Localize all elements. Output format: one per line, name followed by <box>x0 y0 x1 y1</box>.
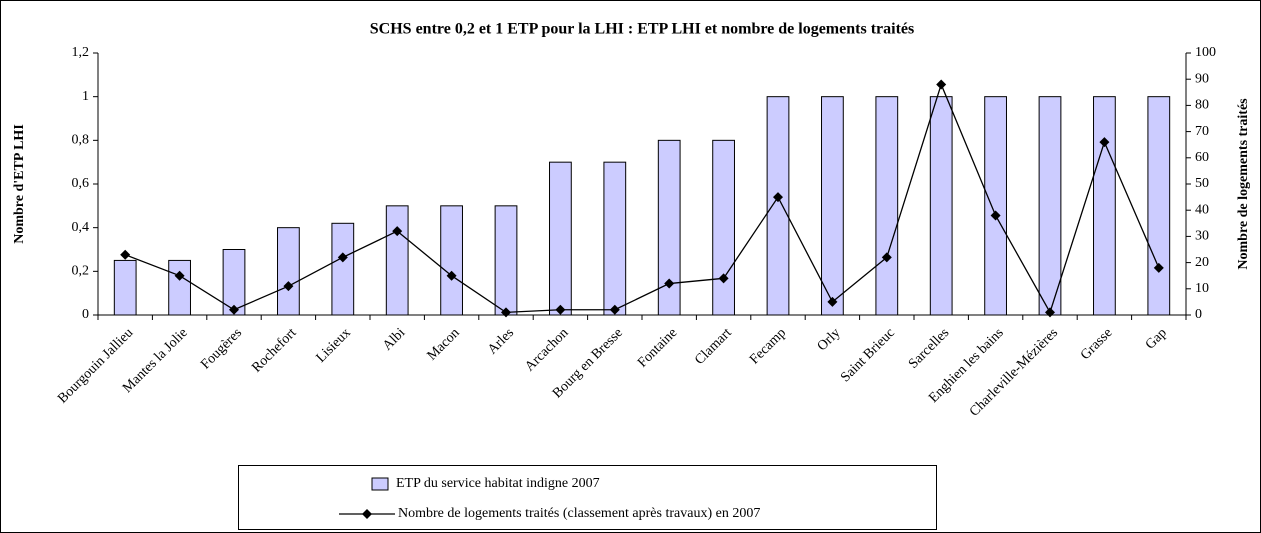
y-tick-label: 0 <box>82 307 89 322</box>
marker <box>990 210 1001 221</box>
y2-tick-label: 10 <box>1195 281 1209 296</box>
bar <box>603 161 627 316</box>
marker <box>773 192 783 203</box>
y2-axis-label: Nombre de logements traités <box>1236 98 1251 270</box>
y2-tick-label: 0 <box>1195 307 1202 322</box>
bar <box>113 259 137 316</box>
marker <box>1099 137 1110 148</box>
marker <box>392 226 403 237</box>
y2-tick-label: 50 <box>1195 176 1209 191</box>
y2-tick-label: 60 <box>1195 150 1209 165</box>
legend-swatch <box>371 477 389 491</box>
bar <box>549 161 572 316</box>
bar <box>657 139 681 316</box>
y-tick-label: 0,4 <box>72 220 90 235</box>
legend-box <box>238 465 937 530</box>
y2-tick-label: 70 <box>1195 124 1209 139</box>
bar <box>1147 96 1171 316</box>
bar <box>766 96 790 316</box>
chart-title: SCHS entre 0,2 et 1 ETP pour la LHI : ET… <box>370 21 914 38</box>
y-axis-label: Nombre d'ETP LHI <box>12 124 27 244</box>
marker <box>555 304 566 315</box>
marker <box>664 278 675 289</box>
y2-tick-label: 20 <box>1195 255 1209 270</box>
bar <box>440 205 463 316</box>
y2-tick-label: 100 <box>1195 45 1216 60</box>
legend-label: Nombre de logements traités (classement … <box>398 506 760 521</box>
bar <box>494 205 518 316</box>
y2-tick-label: 40 <box>1195 202 1209 217</box>
marker <box>337 252 348 263</box>
y2-tick-label: 30 <box>1195 229 1209 244</box>
legend-label: ETP du service habitat indigne 2007 <box>396 476 600 491</box>
bar <box>712 139 735 316</box>
bar <box>277 227 300 316</box>
marker <box>1153 262 1164 273</box>
line <box>124 82 1160 315</box>
y-tick-label: 1,2 <box>72 45 90 60</box>
marker <box>609 304 620 315</box>
y-tick-label: 0,6 <box>72 176 90 191</box>
bar <box>168 259 191 316</box>
marker <box>174 270 185 281</box>
y2-tick-label: 80 <box>1195 98 1209 113</box>
marker <box>283 281 294 292</box>
bar <box>984 96 1007 316</box>
marker <box>718 273 729 284</box>
marker <box>446 270 457 281</box>
legend-marker <box>362 509 372 519</box>
y-tick-label: 0,8 <box>72 133 90 148</box>
marker <box>881 252 892 263</box>
bar <box>385 205 409 316</box>
marker <box>827 296 838 307</box>
bar <box>331 222 355 316</box>
marker <box>229 304 239 315</box>
marker <box>936 79 947 90</box>
y-tick-label: 1 <box>82 89 89 104</box>
y2-tick-label: 90 <box>1195 71 1209 86</box>
marker <box>120 249 131 260</box>
y-tick-label: 0,2 <box>72 264 90 279</box>
bar <box>821 96 844 316</box>
bar <box>929 96 953 316</box>
bar <box>1038 96 1062 316</box>
bar <box>1093 96 1116 316</box>
bar <box>875 96 899 316</box>
